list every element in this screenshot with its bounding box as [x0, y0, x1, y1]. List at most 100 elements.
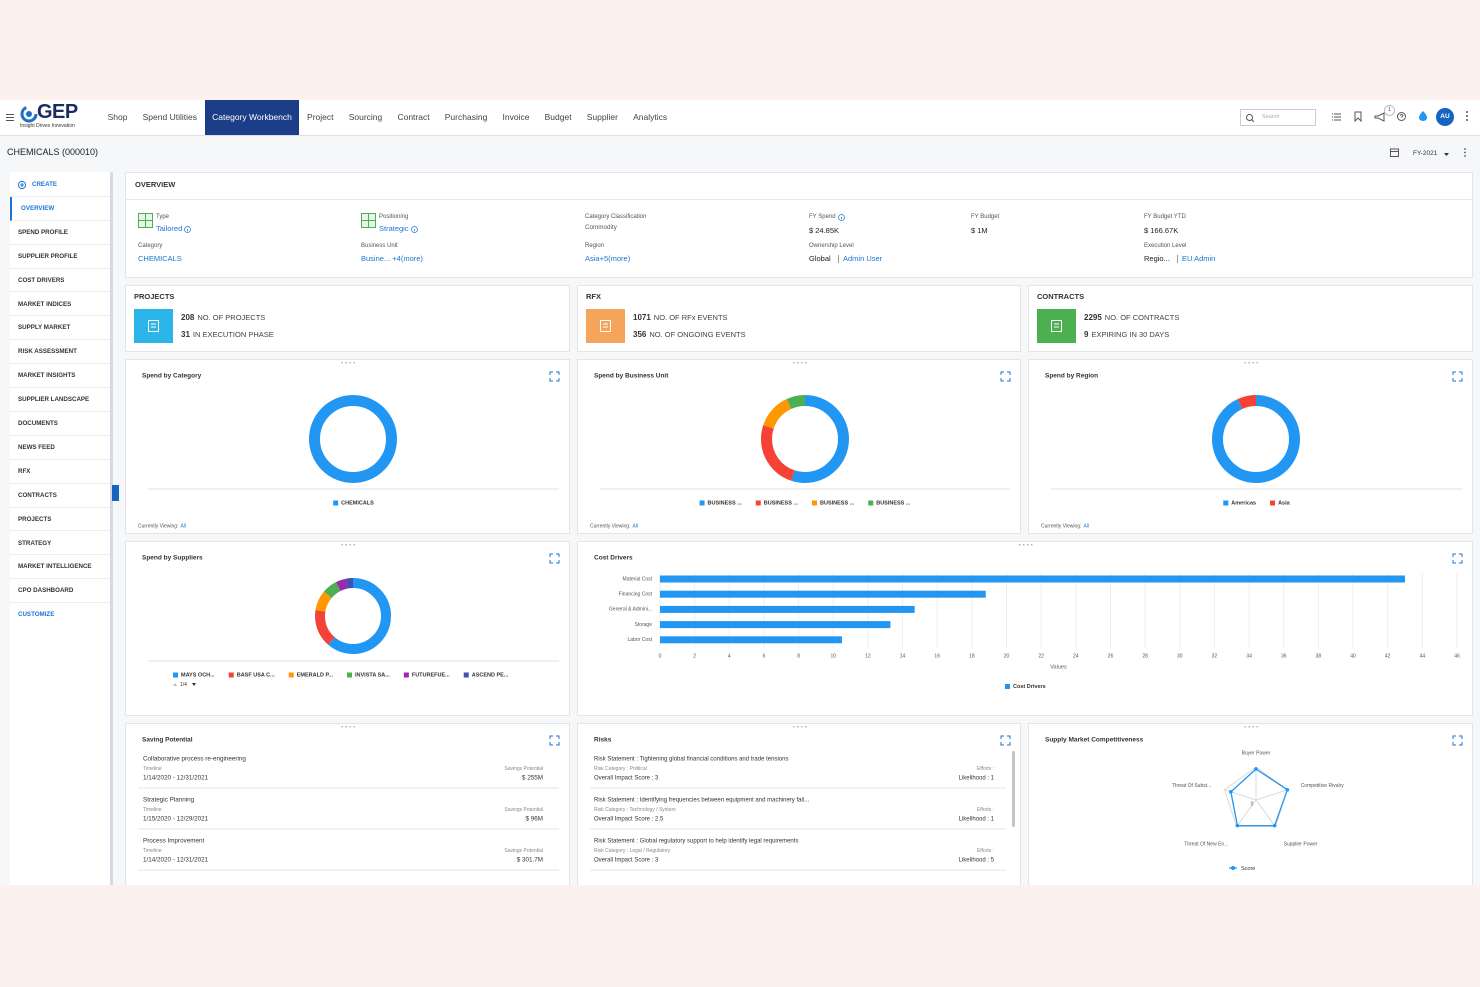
info-icon[interactable] — [838, 214, 845, 221]
menu-item[interactable]: Project — [307, 112, 334, 122]
expand-icon[interactable] — [549, 553, 560, 564]
legend-swatch — [347, 672, 352, 678]
sidebar-label: SUPPLIER LANDSCAPE — [18, 396, 90, 404]
x-tick-label: 38 — [1316, 653, 1322, 659]
help-icon[interactable] — [1397, 112, 1406, 121]
sidebar-item[interactable]: STRATEGY — [10, 532, 110, 556]
expand-icon-part — [549, 371, 553, 375]
field-value[interactable]: CHEMICALS — [138, 254, 182, 263]
sidebar-item[interactable]: MARKET INDICES — [10, 293, 110, 317]
info-icon[interactable] — [184, 226, 191, 233]
legend-swatch — [868, 500, 874, 506]
expand-icon-part — [1459, 742, 1463, 746]
user-avatar[interactable]: AU — [1436, 108, 1454, 126]
widget-canvas: Spend by Category CHEMICALS Currently View… — [138, 362, 560, 529]
risk-likelihood: Likelihood : 1 — [959, 817, 995, 823]
sidebar-label: CPO DASHBOARD — [18, 587, 74, 595]
field-label: Type — [156, 214, 170, 220]
field-value[interactable]: Tailored — [156, 224, 183, 233]
sidebar-item[interactable]: RFX — [10, 460, 110, 484]
x-tick-label: 26 — [1108, 653, 1114, 659]
field-value[interactable]: Busine... +4(more) — [361, 254, 423, 263]
sidebar-item[interactable]: CREATE — [10, 173, 110, 197]
expand-icon[interactable] — [549, 735, 560, 746]
more-icon[interactable] — [1466, 111, 1468, 121]
kpi-icon — [134, 309, 173, 343]
item-savings: $ 301.7M — [517, 857, 543, 864]
search-box[interactable]: Search — [1240, 109, 1316, 126]
menu-item[interactable]: Invoice — [502, 112, 530, 122]
sidebar-toggle[interactable] — [112, 485, 119, 501]
field-label: FY Spend — [809, 214, 836, 220]
legend-label: BUSINESS ... — [764, 500, 799, 506]
expand-icon[interactable] — [1452, 735, 1463, 746]
field-extra[interactable]: EU Admin — [1182, 254, 1216, 263]
kpi-glyph-part — [600, 320, 611, 332]
sidebar-item[interactable]: RISK ASSESSMENT — [10, 340, 110, 365]
announce-icon[interactable] — [1374, 112, 1385, 122]
menu-icon[interactable] — [6, 114, 14, 121]
expand-icon[interactable] — [549, 371, 560, 382]
menu-item[interactable]: Analytics — [633, 112, 668, 122]
sidebar-item[interactable]: PROJECTS — [10, 508, 110, 532]
drag-handle — [1019, 544, 1021, 546]
sidebar-item[interactable]: MARKET INSIGHTS — [10, 364, 110, 389]
legend-swatch — [463, 672, 469, 678]
x-tick-label: 44 — [1420, 653, 1426, 659]
expand-icon[interactable] — [1000, 371, 1011, 382]
sidebar-item[interactable]: MARKET INTELLIGENCE — [10, 555, 110, 580]
list-icon[interactable] — [1332, 113, 1341, 121]
expand-icon[interactable] — [1452, 371, 1463, 382]
menu-item[interactable]: Spend Utilities — [142, 112, 197, 122]
fiscal-year[interactable]: FY-2021 — [1413, 150, 1438, 157]
kpi-card: RFX 1071 NO. OF RFx EVENTS 356 NO. OF ONGOIN… — [577, 285, 1021, 352]
expand-icon-part — [1452, 742, 1456, 746]
menu-item[interactable]: Budget — [544, 112, 572, 122]
field-value[interactable]: Strategic — [379, 224, 409, 233]
widget-supply-market: Supply Market Competitiveness Buyer Power… — [1028, 723, 1473, 885]
risk-score: Overall Impact Score : 3 — [594, 858, 659, 864]
expand-icon[interactable] — [1000, 735, 1011, 746]
header-more[interactable] — [1464, 148, 1466, 157]
calendar-icon[interactable] — [1390, 148, 1399, 157]
kpi-title: CONTRACTS — [1037, 292, 1085, 301]
kpi-value: 356 — [633, 330, 647, 339]
menu-item[interactable]: Shop — [107, 112, 128, 122]
kpi-value: 2295 — [1084, 313, 1102, 322]
menu-item[interactable]: Supplier — [586, 112, 618, 122]
expand-icon-part — [1452, 371, 1456, 375]
legend-dot — [1231, 866, 1235, 870]
menu-item[interactable]: Sourcing — [348, 112, 383, 122]
menu-item[interactable]: Category Workbench — [204, 100, 300, 135]
sidebar-item[interactable]: NEWS FEED — [10, 436, 110, 460]
overview-title: OVERVIEW — [135, 180, 176, 189]
field-extra[interactable]: Admin User — [843, 254, 883, 263]
sidebar-item[interactable]: SUPPLIER PROFILE — [10, 245, 110, 269]
footer-value: All — [1083, 523, 1089, 529]
sidebar-item[interactable]: SUPPLIER LANDSCAPE — [10, 388, 110, 412]
bookmark-icon[interactable] — [1354, 111, 1362, 123]
sidebar-item[interactable]: CPO DASHBOARD — [10, 579, 110, 604]
create-icon — [17, 180, 27, 189]
sidebar-item[interactable]: COST DRIVERS — [10, 269, 110, 293]
menu-item[interactable]: Purchasing — [444, 112, 488, 122]
legend-swatch — [288, 672, 294, 678]
sidebar-item[interactable]: SPEND PROFILE — [10, 221, 110, 245]
sidebar-item[interactable]: CONTRACTS — [10, 484, 110, 508]
help-icon-part — [1397, 112, 1406, 121]
apps-icon[interactable] — [1419, 111, 1427, 121]
radar-series — [1230, 768, 1289, 827]
sidebar-item[interactable]: SUPPLY MARKET — [10, 316, 110, 341]
info-icon[interactable] — [411, 226, 418, 233]
menu-item[interactable]: Contract — [397, 112, 430, 122]
expand-icon[interactable] — [1452, 553, 1463, 564]
sidebar-item[interactable]: OVERVIEW — [10, 196, 110, 221]
sidebar-item[interactable]: DOCUMENTS — [10, 412, 110, 436]
top-nav: GEP Insight Drives Innovation Shop Spend Ut… — [0, 100, 1480, 136]
sidebar-item[interactable]: CUSTOMIZE — [10, 603, 110, 627]
sidebar-label: MARKET INSIGHTS — [18, 372, 76, 380]
field-value[interactable]: Asia+5(more) — [585, 254, 631, 263]
sidebar-label: MARKET INDICES — [18, 300, 72, 308]
fy-caret-part — [1444, 153, 1449, 156]
kpi-glyph — [148, 320, 159, 332]
